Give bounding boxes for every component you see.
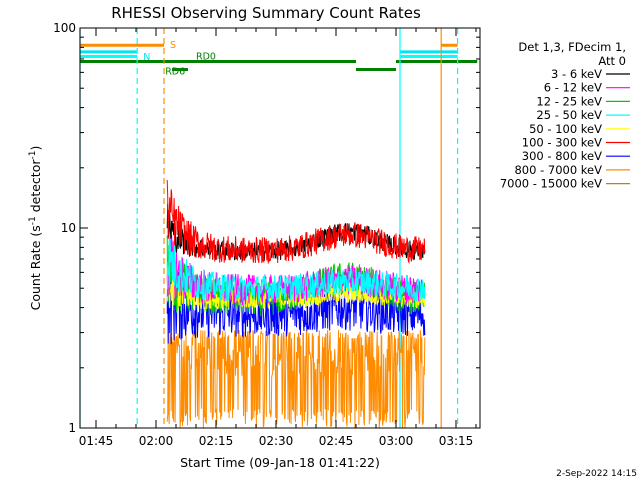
- y-tick-label: 1: [68, 421, 76, 435]
- x-tick-label: 01:45: [79, 434, 114, 448]
- axis-ticks: 01:45 02:00 02:15 02:30 02:45 03:00 03:15 1 10 10…: [53, 21, 480, 448]
- legend-header-line2: Att 0: [598, 54, 626, 68]
- y-axis-label-sup2: -1: [28, 151, 38, 160]
- legend-label-12-25-kev: 12 - 25 keV: [536, 94, 602, 108]
- y-axis-label-sup: -1: [28, 216, 38, 225]
- x-tick-label: 03:00: [379, 434, 414, 448]
- y-tick-label: 100: [53, 21, 76, 35]
- chart-title: RHESSI Observing Summary Count Rates: [111, 4, 421, 22]
- y-axis-label-close: ): [28, 146, 43, 151]
- flag-label-rd6: RD6: [165, 67, 185, 78]
- y-tick-label: 10: [61, 221, 76, 235]
- series-line-800-7000-kev: [166, 323, 426, 428]
- x-tick-label: 02:00: [139, 434, 174, 448]
- legend-label-800-7000-kev: 800 - 7000 keV: [514, 163, 602, 177]
- legend-label-7000-15000-kev: 7000 - 15000 keV: [500, 177, 602, 191]
- legend-label-25-50-kev: 25 - 50 keV: [536, 108, 602, 122]
- x-tick-label: 03:15: [439, 434, 474, 448]
- y-axis-label: Count Rate (s-1 detector-1): [28, 146, 43, 311]
- x-axis-label: Start Time (09-Jan-18 01:41:22): [180, 455, 380, 470]
- x-tick-label: 02:45: [319, 434, 354, 448]
- legend-header-line1: Det 1,3, FDecim 1,: [518, 40, 626, 54]
- flag-label-s: S: [170, 40, 176, 51]
- legend-label-300-800-kev: 300 - 800 keV: [522, 149, 602, 163]
- x-tick-label: 02:30: [259, 434, 294, 448]
- y-axis-label-part2: detector: [28, 159, 43, 217]
- legend-label-3-6-kev: 3 - 6 keV: [551, 67, 602, 81]
- series-line-50-100-kev: [166, 265, 426, 310]
- legend-label-100-300-kev: 100 - 300 keV: [522, 136, 602, 150]
- legend-label-50-100-kev: 50 - 100 keV: [529, 122, 602, 136]
- flag-bars: S N RD0 RD6: [80, 40, 478, 78]
- x-tick-label: 02:15: [199, 434, 234, 448]
- data-series: [166, 179, 426, 428]
- flag-label-n: N: [143, 52, 150, 63]
- y-axis-label-part: Count Rate (s: [28, 225, 43, 310]
- vertical-marker-lines: [79, 28, 459, 428]
- legend-label-6-12-kev: 6 - 12 keV: [544, 81, 602, 95]
- series-line-100-300-kev: [166, 179, 426, 265]
- flag-label-rd0: RD0: [196, 51, 216, 62]
- generation-timestamp: 2-Sep-2022 14:15: [556, 469, 637, 479]
- series-line-25-50-kev: [166, 237, 426, 302]
